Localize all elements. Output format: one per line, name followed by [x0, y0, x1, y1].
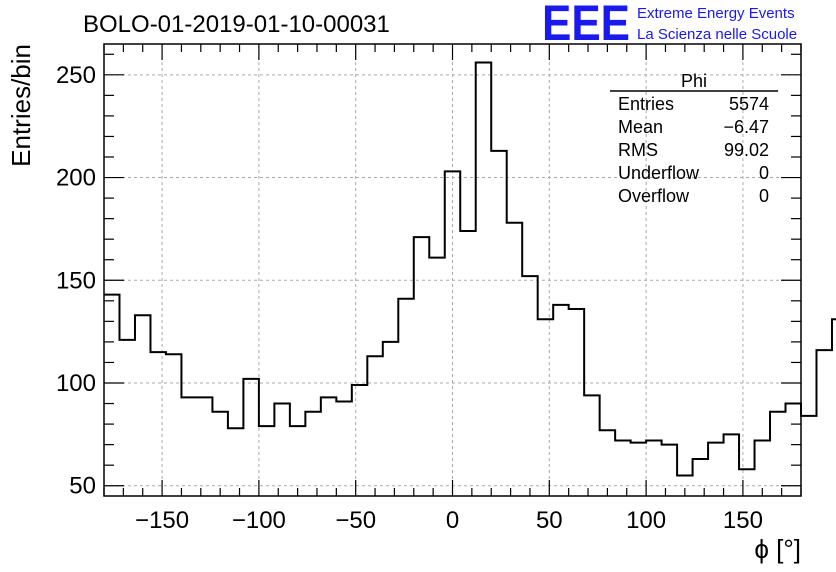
x-tick-label: 100 — [626, 507, 666, 534]
y-tick-label: 200 — [56, 165, 96, 192]
grid-lines — [104, 44, 801, 496]
y-tick-label: 150 — [56, 267, 96, 294]
logo-mark: EEE — [542, 0, 630, 51]
x-tick-label: −150 — [135, 507, 189, 534]
stats-box: Phi Entries 5574 Mean −6.47 RMS 99.02 Underflo… — [610, 71, 778, 206]
stats-value: 0 — [759, 186, 769, 206]
stats-label: Underflow — [618, 163, 700, 183]
histogram-series — [104, 61, 836, 477]
x-axis-label: ϕ [°] — [754, 534, 801, 564]
stats-rows: Entries 5574 Mean −6.47 RMS 99.02 Underflow 0 Ov… — [618, 94, 769, 206]
x-tick-label: −100 — [232, 507, 286, 534]
x-tick-label: 150 — [723, 507, 763, 534]
stats-value: 99.02 — [724, 140, 769, 160]
x-tick-label: 0 — [446, 507, 459, 534]
stats-title: Phi — [681, 71, 707, 91]
y-tick-label: 50 — [69, 473, 96, 500]
x-tick-label: −50 — [335, 507, 376, 534]
stats-label: Overflow — [618, 186, 690, 206]
stats-value: 0 — [759, 163, 769, 183]
axis-ticks — [103, 44, 802, 496]
y-axis-label: Entries/bin — [6, 44, 36, 167]
y-tick-label: 250 — [56, 62, 96, 89]
eee-logo: EEE Extreme Energy Events La Scienza nel… — [542, 0, 797, 51]
y-tick-label: 100 — [56, 370, 96, 397]
y-tick-labels: 50 100 150 200 250 — [56, 62, 96, 500]
stats-label: Entries — [618, 94, 674, 114]
x-tick-label: 50 — [536, 507, 563, 534]
stats-value: 5574 — [729, 94, 769, 114]
logo-line-1: Extreme Energy Events — [637, 5, 795, 22]
chart-title: BOLO-01-2019-01-10-00031 — [83, 11, 390, 38]
stats-label: RMS — [618, 140, 658, 160]
x-tick-labels: −150 −100 −50 0 50 100 150 — [135, 507, 763, 534]
stats-label: Mean — [618, 117, 663, 137]
logo-line-2: La Scienza nelle Scuole — [637, 26, 797, 43]
stats-value: −6.47 — [723, 117, 769, 137]
